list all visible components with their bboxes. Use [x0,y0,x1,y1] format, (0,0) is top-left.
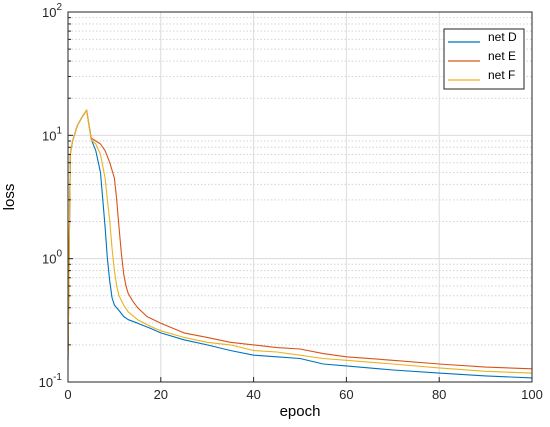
legend: net D net E net F [443,28,525,90]
y-tick-exponent: -1 [53,372,62,383]
y-tick-base: 10 [42,128,56,143]
y-tick-exponent: 1 [56,125,62,136]
x-tick-label: 60 [339,387,353,402]
y-tick-label: 100 [42,249,62,267]
y-tick-exponent: 2 [56,2,62,13]
y-tick-base: 10 [42,252,56,267]
y-tick-base: 10 [42,5,56,20]
y-tick-base: 10 [39,375,53,390]
legend-label-net-f: net F [488,68,515,82]
x-tick-label: 20 [154,387,168,402]
legend-label-net-d: net D [488,30,517,44]
legend-box [443,28,525,90]
y-tick-exponent: 0 [56,249,62,260]
legend-label-net-e: net E [488,49,516,63]
plot-frame [67,11,533,383]
y-axis-title: loss [1,184,18,211]
x-tick-label: 100 [521,387,543,402]
series-line-net-f [67,109,533,374]
grid-layer [68,12,532,382]
x-tick-label: 80 [432,387,446,402]
x-tick-label: 0 [64,387,71,402]
y-tick-label: 101 [42,125,62,143]
y-tick-label: 102 [42,2,62,20]
x-axis-title: epoch [280,403,321,420]
y-tick-label: 10-1 [39,372,63,390]
series-layer [67,109,533,379]
x-tick-label: 40 [246,387,260,402]
